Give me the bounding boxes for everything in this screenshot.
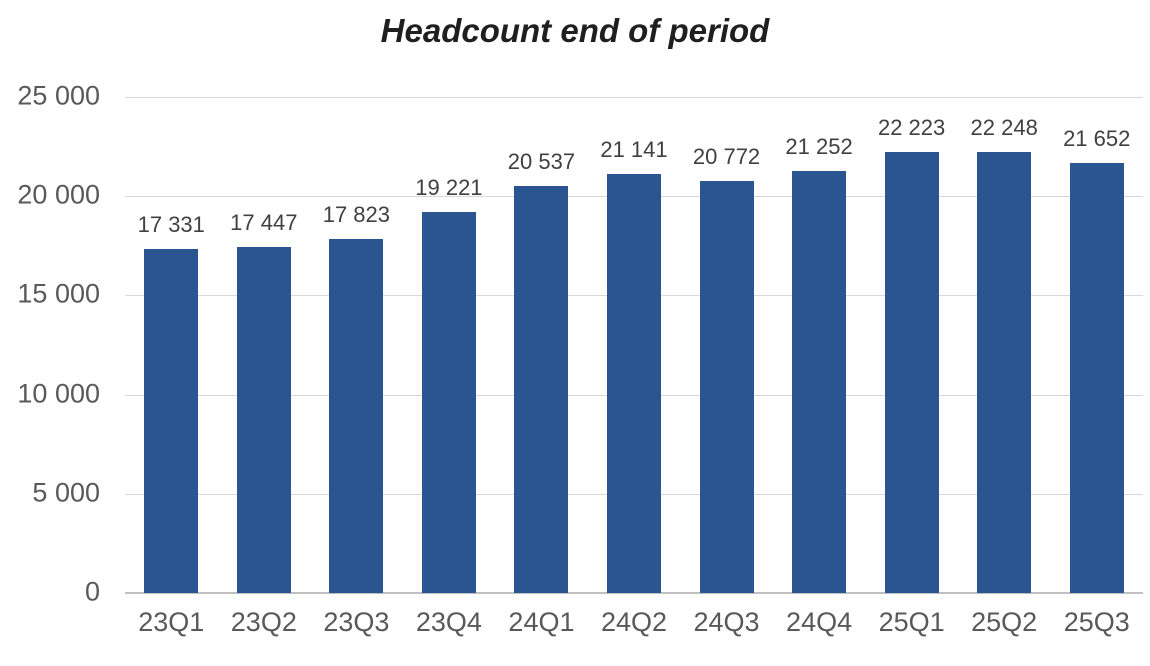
bar-24Q3 [699,180,754,593]
x-tick-label: 23Q1 [138,607,205,637]
bar-23Q3 [329,239,384,593]
x-tick-label: 24Q4 [786,607,853,637]
bar-value-label: 22 248 [970,114,1038,140]
bar-value-label: 21 141 [600,136,668,162]
x-tick-label: 24Q1 [508,607,575,637]
x-axis-baseline [125,592,1143,594]
bar-value-label: 21 252 [785,134,853,160]
bar-value-label: 20 537 [507,148,576,174]
x-tick-label: 25Q3 [1063,607,1130,637]
bar-25Q3 [1069,163,1124,593]
x-tick-label: 23Q2 [230,607,297,637]
bar-25Q1 [884,152,939,593]
x-tick-label: 24Q2 [600,607,668,637]
y-tick-label: 5 000 [32,477,100,508]
bar-value-label: 22 223 [877,115,946,141]
bar-23Q2 [236,246,291,593]
bar-value-label: 21 652 [1063,126,1131,152]
bar-24Q1 [514,185,569,593]
bar-value-label: 20 772 [692,143,761,169]
y-tick-label: 15 000 [17,278,100,309]
bar-value-label: 17 331 [137,212,205,238]
bar-23Q1 [144,249,199,593]
y-tick-label: 0 [84,576,100,607]
chart-title: Headcount end of period [380,12,770,49]
y-tick-label: 20 000 [17,179,100,210]
bar-23Q4 [421,211,476,593]
x-tick-label: 25Q2 [971,607,1038,637]
bar-value-label: 19 221 [415,174,483,200]
bar-value-label: 17 823 [322,202,390,228]
x-tick-label: 23Q4 [415,607,482,637]
x-tick-label: 25Q1 [878,607,945,637]
x-tick-label: 23Q3 [323,607,390,637]
gridline [125,97,1143,98]
y-tick-label: 25 000 [17,80,100,111]
bar-24Q2 [607,173,661,593]
bar-value-label: 17 447 [230,209,298,235]
bar-24Q4 [792,171,847,593]
y-tick-label: 10 000 [17,377,100,408]
bar-25Q2 [977,151,1032,593]
x-tick-label: 24Q3 [693,607,760,637]
